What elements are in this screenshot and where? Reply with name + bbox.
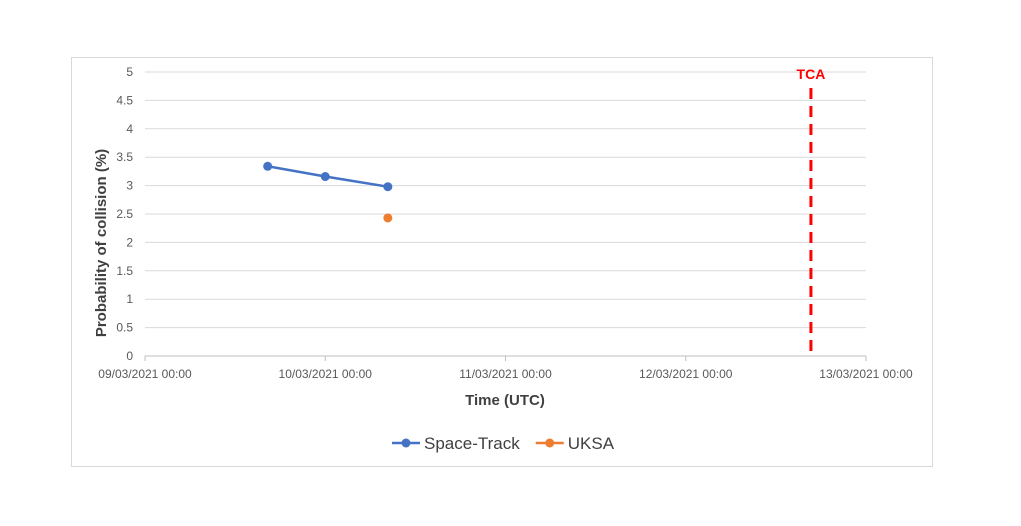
y-tick-label: 2 <box>126 235 133 249</box>
x-tick-label: 13/03/2021 00:00 <box>819 367 913 381</box>
y-tick-label: 0 <box>126 349 133 363</box>
y-tick-label: 3.5 <box>116 150 133 164</box>
y-tick-label: 3 <box>126 179 133 193</box>
grid-lines <box>145 71 866 357</box>
y-tick-labels: 0 0.5 1 1.5 2 2.5 3 3.5 4 4.5 5 <box>116 65 133 363</box>
x-tick-label: 12/03/2021 00:00 <box>639 367 733 381</box>
x-axis-title: Time (UTC) <box>465 392 545 409</box>
y-axis-title: Probability of collision (%) <box>93 149 110 337</box>
legend-label: Space-Track <box>424 434 520 453</box>
data-point <box>383 182 393 192</box>
y-tick-label: 1.5 <box>116 264 133 278</box>
data-point <box>320 172 330 182</box>
y-tick-label: 5 <box>126 65 133 79</box>
tca-label: TCA <box>797 66 826 82</box>
legend: Space-Track UKSA <box>392 434 615 453</box>
y-tick-label: 4.5 <box>116 93 133 107</box>
y-tick-label: 2.5 <box>116 207 133 221</box>
legend-label: UKSA <box>568 434 615 453</box>
legend-swatch-marker <box>401 438 411 448</box>
y-tick-label: 1 <box>126 292 133 306</box>
x-tick-label: 10/03/2021 00:00 <box>279 367 373 381</box>
chart-plot: 0 0.5 1 1.5 2 2.5 3 3.5 4 4.5 5 09/03/2021 00:00 10… <box>93 65 913 453</box>
series-group <box>263 161 393 223</box>
annotations: TCA <box>797 66 826 352</box>
x-tick-label: 11/03/2021 00:00 <box>459 367 552 381</box>
x-tick-label: 09/03/2021 00:00 <box>98 367 192 381</box>
chart-frame: 0 0.5 1 1.5 2 2.5 3 3.5 4 4.5 5 09/03/2021 00:00 10… <box>71 57 933 467</box>
y-tick-label: 4 <box>126 122 133 136</box>
y-tick-label: 0.5 <box>116 321 133 335</box>
x-tick-labels: 09/03/2021 00:00 10/03/2021 00:00 11/03/20… <box>98 356 913 381</box>
legend-swatch-marker <box>545 438 555 448</box>
data-point <box>383 213 393 223</box>
data-point <box>263 161 273 171</box>
